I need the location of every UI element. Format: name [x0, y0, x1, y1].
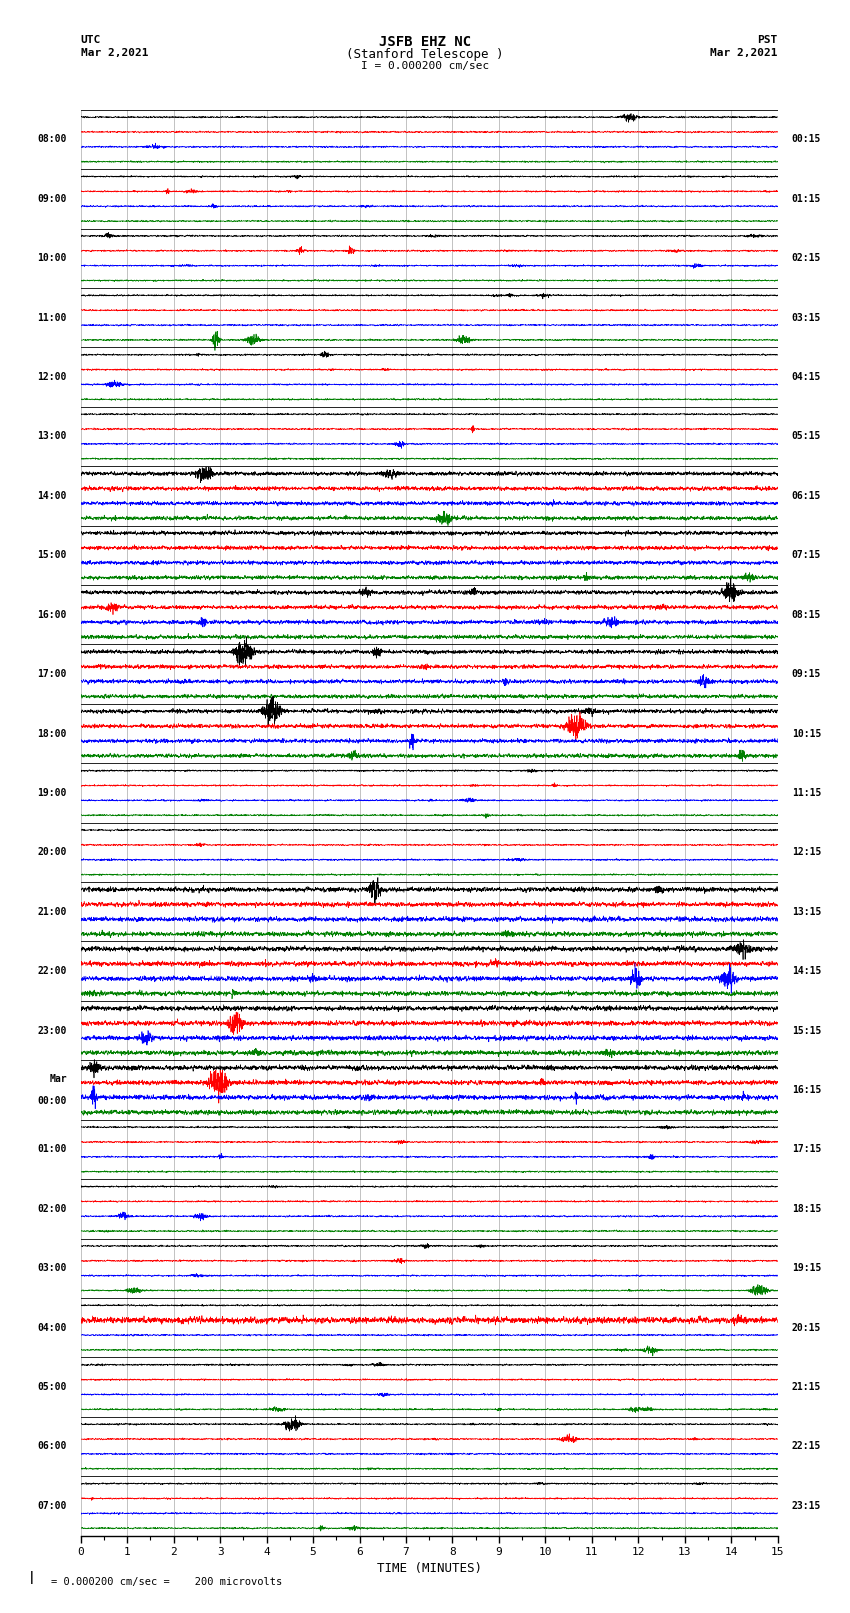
Text: 05:15: 05:15 — [791, 431, 821, 442]
Text: 16:00: 16:00 — [37, 610, 67, 619]
Text: (Stanford Telescope ): (Stanford Telescope ) — [346, 48, 504, 61]
Text: JSFB EHZ NC: JSFB EHZ NC — [379, 35, 471, 50]
Text: 06:15: 06:15 — [791, 490, 821, 502]
Text: 10:15: 10:15 — [791, 729, 821, 739]
Text: 22:00: 22:00 — [37, 966, 67, 976]
Text: 04:00: 04:00 — [37, 1323, 67, 1332]
Text: 01:00: 01:00 — [37, 1144, 67, 1155]
Text: 22:15: 22:15 — [791, 1442, 821, 1452]
Text: 14:15: 14:15 — [791, 966, 821, 976]
Text: 17:15: 17:15 — [791, 1144, 821, 1155]
Text: 15:00: 15:00 — [37, 550, 67, 560]
Text: PST: PST — [757, 35, 778, 45]
Text: 02:15: 02:15 — [791, 253, 821, 263]
Text: 00:15: 00:15 — [791, 134, 821, 145]
Text: 13:00: 13:00 — [37, 431, 67, 442]
Text: = 0.000200 cm/sec =    200 microvolts: = 0.000200 cm/sec = 200 microvolts — [51, 1578, 282, 1587]
Text: 12:15: 12:15 — [791, 847, 821, 858]
Text: 11:15: 11:15 — [791, 787, 821, 798]
Text: 10:00: 10:00 — [37, 253, 67, 263]
Text: Mar 2,2021: Mar 2,2021 — [711, 48, 778, 58]
Text: 23:00: 23:00 — [37, 1026, 67, 1036]
Text: 03:15: 03:15 — [791, 313, 821, 323]
Text: 07:15: 07:15 — [791, 550, 821, 560]
Text: 20:15: 20:15 — [791, 1323, 821, 1332]
Text: UTC: UTC — [81, 35, 101, 45]
Text: 20:00: 20:00 — [37, 847, 67, 858]
Text: 16:15: 16:15 — [791, 1086, 821, 1095]
Text: 17:00: 17:00 — [37, 669, 67, 679]
Text: 14:00: 14:00 — [37, 490, 67, 502]
X-axis label: TIME (MINUTES): TIME (MINUTES) — [377, 1561, 482, 1574]
Text: 18:15: 18:15 — [791, 1203, 821, 1215]
Text: 19:15: 19:15 — [791, 1263, 821, 1273]
Text: 12:00: 12:00 — [37, 373, 67, 382]
Text: 07:00: 07:00 — [37, 1500, 67, 1511]
Text: 08:00: 08:00 — [37, 134, 67, 145]
Text: 04:15: 04:15 — [791, 373, 821, 382]
Text: 06:00: 06:00 — [37, 1442, 67, 1452]
Text: |: | — [28, 1571, 36, 1584]
Text: 01:15: 01:15 — [791, 194, 821, 203]
Text: Mar 2,2021: Mar 2,2021 — [81, 48, 148, 58]
Text: 00:00: 00:00 — [37, 1095, 67, 1105]
Text: 08:15: 08:15 — [791, 610, 821, 619]
Text: 18:00: 18:00 — [37, 729, 67, 739]
Text: 03:00: 03:00 — [37, 1263, 67, 1273]
Text: 09:00: 09:00 — [37, 194, 67, 203]
Text: 05:00: 05:00 — [37, 1382, 67, 1392]
Text: 15:15: 15:15 — [791, 1026, 821, 1036]
Text: 02:00: 02:00 — [37, 1203, 67, 1215]
Text: 09:15: 09:15 — [791, 669, 821, 679]
Text: 11:00: 11:00 — [37, 313, 67, 323]
Text: 21:00: 21:00 — [37, 907, 67, 916]
Text: 21:15: 21:15 — [791, 1382, 821, 1392]
Text: 19:00: 19:00 — [37, 787, 67, 798]
Text: 23:15: 23:15 — [791, 1500, 821, 1511]
Text: 13:15: 13:15 — [791, 907, 821, 916]
Text: Mar: Mar — [49, 1074, 67, 1084]
Text: I = 0.000200 cm/sec: I = 0.000200 cm/sec — [361, 61, 489, 71]
